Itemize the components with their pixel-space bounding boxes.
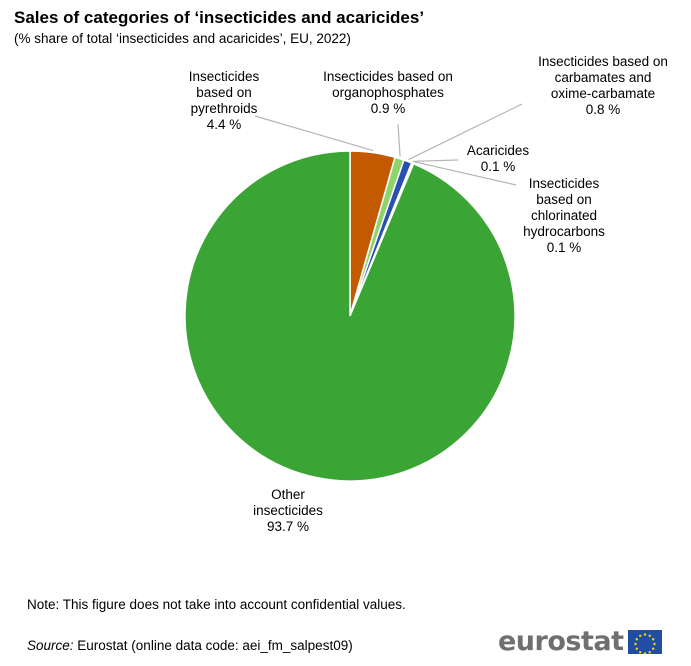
source-text: Eurostat (online data code: aei_fm_salpe… (73, 638, 353, 653)
slice-label-0: Insecticides based on pyrethroids 4.4 % (189, 69, 260, 132)
leader-line-3 (412, 159, 459, 162)
slice-label-5: Other insecticides 93.7 % (253, 487, 323, 534)
eu-flag-icon (627, 630, 662, 654)
slice-label-2: Insecticides based on carbamates and oxime… (538, 54, 668, 117)
pie-chart: Insecticides based on pyrethroids 4.4 % Inse… (184, 54, 668, 534)
slice-label-3: Acaricides 0.1 % (467, 143, 530, 174)
leader-line-2 (408, 103, 523, 161)
source-line: Source: Eurostat (online data code: aei_… (27, 638, 353, 653)
logo-wordmark: eurostat (498, 626, 624, 657)
leader-line-4 (413, 161, 517, 186)
eurostat-logo: eurostat (498, 627, 662, 657)
leader-line-1 (397, 123, 401, 157)
slice-label-1: Insecticides based on organophosphates 0.9… (323, 69, 453, 116)
chart-subtitle: (% share of total ‘insecticides and acar… (14, 31, 351, 46)
footnote: Note: This figure does not take into acc… (27, 597, 406, 612)
chart-title: Sales of categories of ‘insecticides and… (14, 8, 425, 27)
pie-slice-5 (184, 150, 516, 482)
source-label: Source: (27, 638, 74, 653)
leader-line-0 (254, 115, 374, 152)
slice-label-4: Insecticides based on chlorinated hydrocarb… (523, 176, 605, 255)
